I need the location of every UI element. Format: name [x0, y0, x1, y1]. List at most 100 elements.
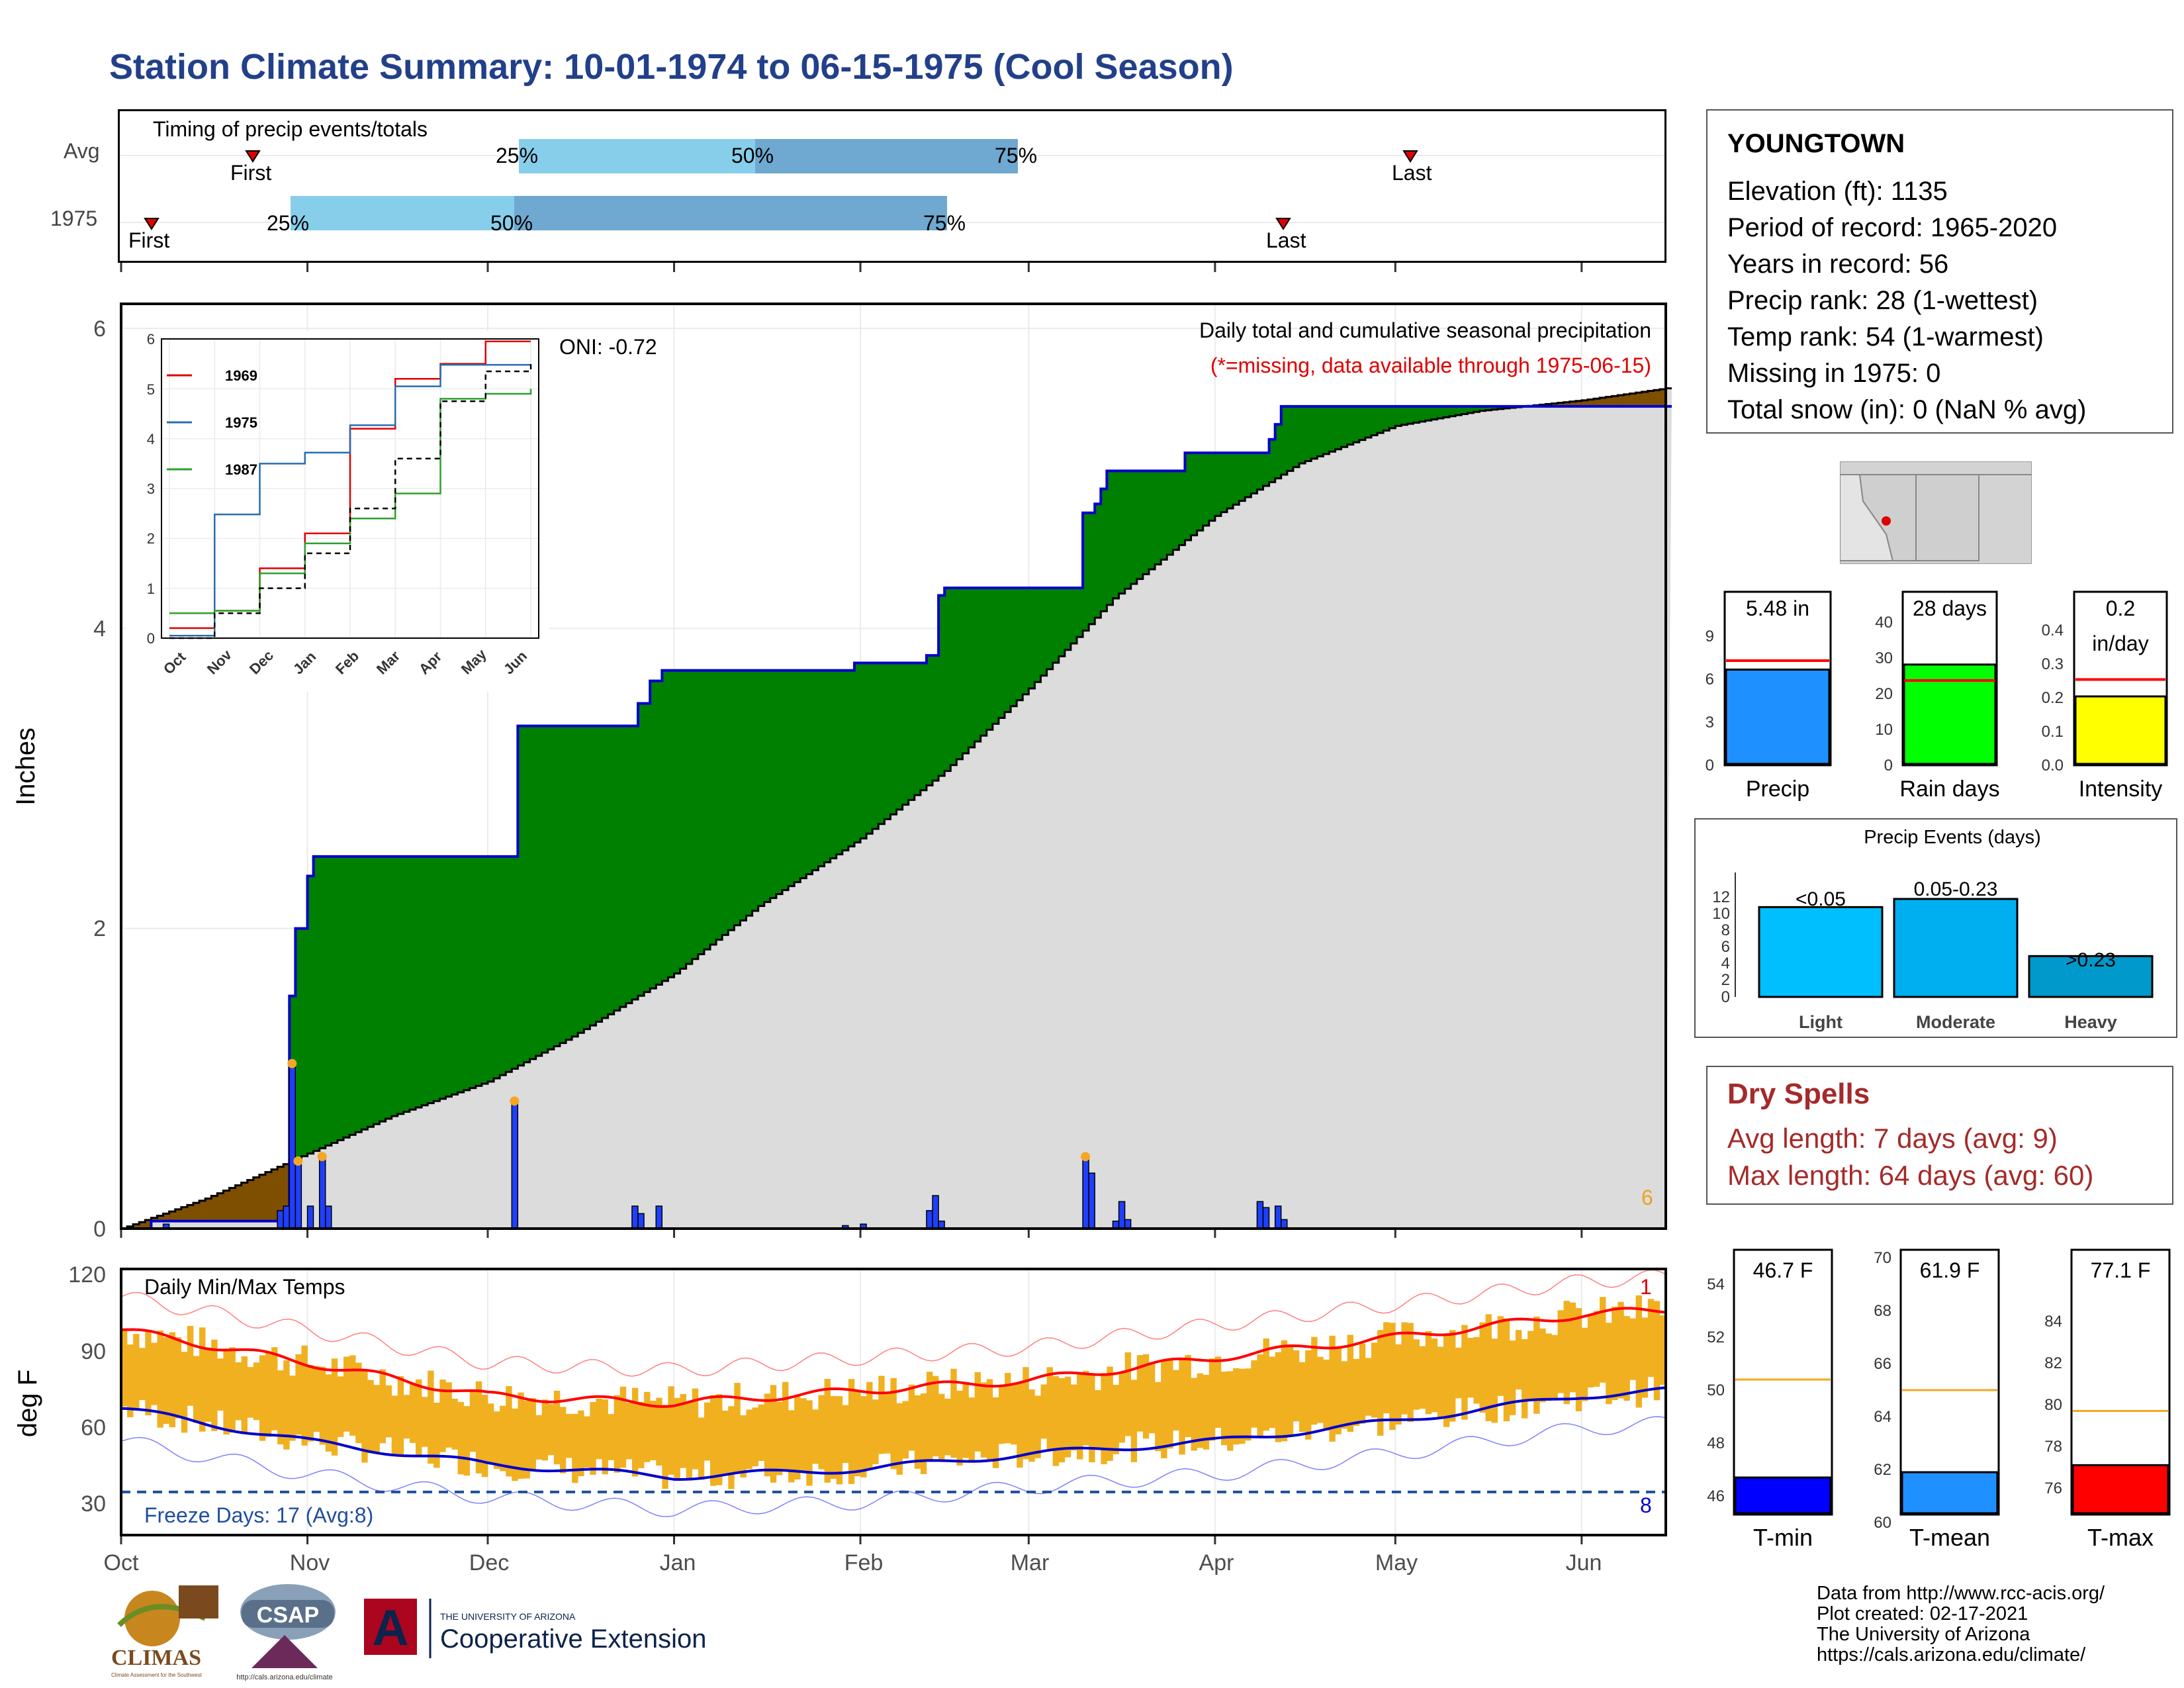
- daily-record-marker: [317, 1152, 327, 1162]
- daily-temp-range-bar: [1287, 1345, 1294, 1436]
- daily-temp-range-bar: [1076, 1372, 1083, 1460]
- daily-precip-bar: [1118, 1201, 1126, 1229]
- avg-p50-label: 50%: [731, 144, 774, 167]
- daily-temp-range-bar: [307, 1364, 314, 1442]
- daily-temp-range-bar: [933, 1376, 939, 1457]
- wet-area-segment: [1124, 471, 1132, 589]
- stat-ytick: 40: [1875, 614, 1893, 632]
- wet-area-segment: [1101, 489, 1108, 612]
- daily-temp-range-bar: [950, 1368, 957, 1458]
- inset-ytick: 1: [147, 581, 155, 597]
- station-line: Missing in 1975: 0: [1727, 359, 1941, 388]
- daily-temp-range-bar: [181, 1352, 188, 1433]
- dry-area-segment: [283, 1164, 290, 1221]
- daily-temp-range-bar: [710, 1395, 717, 1486]
- precip-stat-label: Precip: [1746, 776, 1809, 802]
- daily-temp-range-bar: [1118, 1372, 1125, 1443]
- daily-temp-range-bar: [481, 1395, 488, 1477]
- daily-temp-range-bar: [1425, 1331, 1432, 1415]
- dry-area-segment: [241, 1182, 248, 1221]
- wet-area-segment: [884, 663, 891, 820]
- inset-ytick: 6: [147, 331, 155, 348]
- daily-temp-range-bar: [409, 1383, 416, 1443]
- wet-area-segment: [1389, 406, 1396, 428]
- precip-bar-chart: 5.48 in 0 3 6 9 Precip: [1706, 590, 1832, 802]
- daily-temp-range-bar: [1497, 1316, 1504, 1396]
- inset-ytick: 3: [147, 481, 155, 497]
- wet-area-segment: [716, 670, 723, 940]
- wet-area-segment: [770, 670, 777, 898]
- wet-area-segment: [1485, 406, 1492, 410]
- dry-spells-box: Dry Spells Avg length: 7 days (avg: 9) M…: [1706, 1066, 2173, 1205]
- wet-area-segment: [397, 856, 404, 1114]
- wet-area-segment: [1197, 453, 1204, 531]
- daily-temp-range-bar: [355, 1362, 362, 1444]
- daily-temp-range-bar: [1011, 1383, 1017, 1445]
- dry-area-segment: [145, 1220, 152, 1229]
- tmin-ytick: 48: [1707, 1434, 1725, 1452]
- wet-area-segment: [866, 663, 873, 834]
- wet-area-segment: [1359, 406, 1366, 440]
- daily-temp-range-bar: [1467, 1337, 1474, 1398]
- yr-q1-bar: [291, 196, 514, 230]
- daily-temp-range-bar: [1365, 1358, 1372, 1416]
- daily-temp-range-bar: [433, 1402, 440, 1468]
- wet-area-segment: [1371, 406, 1378, 436]
- tmax-ytick: 80: [2044, 1396, 2062, 1414]
- wet-area-segment: [1179, 471, 1186, 545]
- record-low-count: 8: [1640, 1493, 1652, 1517]
- wet-area-segment: [361, 856, 368, 1130]
- daily-temp-range-bar: [265, 1351, 272, 1437]
- ua-a-icon: [364, 1599, 417, 1655]
- wet-area-segment: [926, 655, 933, 786]
- daily-temp-range-bar: [1203, 1374, 1210, 1450]
- daily-temp-range-bar: [638, 1401, 645, 1468]
- wet-area-segment: [1251, 453, 1258, 494]
- wet-area-segment: [992, 588, 999, 724]
- yr-p25-label: 25%: [267, 211, 309, 235]
- ua-big-text: Cooperative Extension: [440, 1624, 706, 1654]
- dry-area-segment: [163, 1213, 170, 1221]
- svg-text:A: A: [373, 1600, 409, 1656]
- daily-temp-range-bar: [974, 1372, 981, 1452]
- daily-temp-range-bar: [1185, 1354, 1191, 1437]
- wet-area-segment: [1239, 453, 1246, 501]
- wet-area-segment: [512, 856, 518, 1069]
- wet-area-segment: [998, 588, 1005, 718]
- stat-ytick: 0.0: [2042, 757, 2064, 774]
- wet-area-segment: [686, 670, 693, 964]
- daily-temp-range-bar: [187, 1326, 194, 1406]
- tmin-bar-chart: 46.7 F 46 48 50 52 54 T-min: [1707, 1248, 1833, 1551]
- month-label: Jan: [660, 1550, 696, 1575]
- wet-area-segment: [1443, 406, 1450, 418]
- daily-temp-range-bar: [806, 1400, 813, 1486]
- station-location-dot: [1882, 516, 1891, 526]
- daily-precip-bar: [1256, 1201, 1264, 1229]
- precip-frame: [120, 303, 1667, 1230]
- wet-area-segment: [776, 670, 783, 894]
- wet-area-segment: [1017, 588, 1023, 700]
- daily-temp-range-bar: [403, 1395, 410, 1439]
- wet-area-segment: [422, 856, 428, 1105]
- dry-area-segment: [1606, 397, 1612, 406]
- tmean-ytick: 60: [1874, 1514, 1891, 1532]
- inset-xtick: Mar: [373, 647, 404, 678]
- tmean-bar-chart: 61.9 F 60 62 64 66 68 70 T-mean: [1874, 1248, 2000, 1551]
- tmean-ytick: 66: [1874, 1355, 1891, 1373]
- wet-area-segment: [614, 726, 621, 1011]
- tmin-value-bar: [1734, 1476, 1832, 1515]
- station-name: YOUNGTOWN: [1727, 129, 1905, 158]
- daily-temp-range-bar: [475, 1381, 482, 1474]
- wet-area-segment: [1220, 453, 1228, 512]
- daily-temp-range-bar: [1161, 1360, 1167, 1458]
- wet-area-segment: [391, 856, 398, 1116]
- daily-temp-range-bar: [722, 1411, 729, 1474]
- daily-temp-range-bar: [1491, 1338, 1498, 1423]
- station-line: Precip rank: 28 (1-wettest): [1727, 286, 2038, 315]
- tmean-ytick: 68: [1874, 1302, 1891, 1320]
- daily-temp-range-bar: [1046, 1367, 1053, 1450]
- wet-area-segment: [968, 588, 976, 748]
- daily-temp-range-bar: [1142, 1354, 1150, 1439]
- daily-temp-range-bar: [1431, 1338, 1438, 1413]
